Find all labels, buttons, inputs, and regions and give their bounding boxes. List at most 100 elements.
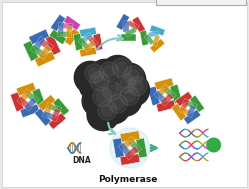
Polygon shape bbox=[73, 33, 83, 51]
Circle shape bbox=[89, 59, 121, 91]
Polygon shape bbox=[35, 51, 55, 67]
Polygon shape bbox=[83, 40, 96, 52]
Polygon shape bbox=[132, 16, 146, 33]
Polygon shape bbox=[86, 34, 98, 47]
Polygon shape bbox=[44, 102, 53, 116]
Polygon shape bbox=[178, 106, 191, 116]
Polygon shape bbox=[170, 84, 182, 104]
Polygon shape bbox=[125, 27, 137, 37]
Circle shape bbox=[79, 69, 111, 101]
Circle shape bbox=[93, 87, 112, 106]
Polygon shape bbox=[148, 31, 159, 37]
Polygon shape bbox=[171, 104, 187, 121]
Polygon shape bbox=[45, 35, 61, 55]
Circle shape bbox=[94, 76, 105, 87]
Polygon shape bbox=[163, 86, 176, 100]
Polygon shape bbox=[58, 22, 64, 34]
FancyBboxPatch shape bbox=[2, 2, 247, 187]
Circle shape bbox=[82, 85, 114, 117]
Polygon shape bbox=[42, 111, 56, 120]
FancyBboxPatch shape bbox=[156, 0, 246, 5]
Circle shape bbox=[113, 63, 146, 95]
Circle shape bbox=[102, 55, 134, 88]
Circle shape bbox=[74, 61, 107, 94]
Polygon shape bbox=[175, 91, 192, 107]
Polygon shape bbox=[150, 25, 165, 36]
Polygon shape bbox=[127, 20, 139, 30]
Polygon shape bbox=[49, 29, 67, 45]
Polygon shape bbox=[16, 82, 36, 96]
Circle shape bbox=[102, 105, 113, 116]
Polygon shape bbox=[66, 26, 72, 38]
Circle shape bbox=[117, 74, 149, 106]
Polygon shape bbox=[144, 34, 154, 45]
Polygon shape bbox=[39, 39, 54, 51]
Polygon shape bbox=[39, 45, 52, 60]
Circle shape bbox=[207, 138, 221, 152]
Polygon shape bbox=[184, 109, 201, 125]
Polygon shape bbox=[118, 143, 132, 157]
Polygon shape bbox=[180, 98, 190, 111]
Circle shape bbox=[128, 76, 147, 96]
Polygon shape bbox=[57, 31, 69, 37]
Polygon shape bbox=[51, 108, 61, 122]
Polygon shape bbox=[25, 91, 39, 104]
Polygon shape bbox=[154, 90, 167, 104]
Polygon shape bbox=[124, 21, 128, 32]
Polygon shape bbox=[189, 95, 205, 112]
Polygon shape bbox=[152, 35, 160, 46]
Polygon shape bbox=[185, 100, 198, 110]
Polygon shape bbox=[120, 131, 140, 142]
Circle shape bbox=[124, 66, 143, 85]
Circle shape bbox=[98, 92, 130, 124]
Polygon shape bbox=[80, 32, 93, 44]
Text: Polymerase: Polymerase bbox=[98, 175, 158, 184]
Polygon shape bbox=[29, 29, 49, 45]
Circle shape bbox=[103, 66, 115, 77]
Polygon shape bbox=[24, 97, 37, 111]
Polygon shape bbox=[79, 47, 97, 57]
Polygon shape bbox=[154, 78, 174, 90]
Circle shape bbox=[132, 81, 143, 92]
Circle shape bbox=[90, 72, 109, 91]
Polygon shape bbox=[150, 39, 165, 53]
Polygon shape bbox=[10, 92, 24, 112]
Polygon shape bbox=[121, 34, 136, 41]
Circle shape bbox=[112, 98, 124, 109]
Circle shape bbox=[124, 90, 135, 101]
Polygon shape bbox=[32, 88, 46, 108]
Circle shape bbox=[106, 71, 138, 103]
Circle shape bbox=[128, 70, 139, 81]
Polygon shape bbox=[120, 154, 140, 165]
Circle shape bbox=[116, 62, 127, 73]
Polygon shape bbox=[128, 139, 142, 153]
Circle shape bbox=[110, 84, 142, 116]
Polygon shape bbox=[113, 138, 124, 158]
Polygon shape bbox=[121, 136, 135, 150]
Circle shape bbox=[102, 81, 122, 101]
Polygon shape bbox=[61, 23, 73, 29]
Polygon shape bbox=[32, 36, 46, 51]
Polygon shape bbox=[186, 105, 196, 118]
Polygon shape bbox=[136, 138, 147, 158]
Polygon shape bbox=[23, 41, 39, 61]
Polygon shape bbox=[148, 86, 160, 106]
Polygon shape bbox=[48, 113, 66, 129]
Circle shape bbox=[116, 74, 135, 93]
Circle shape bbox=[108, 94, 127, 113]
Polygon shape bbox=[78, 37, 90, 50]
Circle shape bbox=[120, 77, 131, 89]
Polygon shape bbox=[79, 27, 97, 37]
Polygon shape bbox=[156, 84, 170, 97]
Polygon shape bbox=[156, 100, 176, 112]
Circle shape bbox=[112, 58, 131, 77]
Polygon shape bbox=[63, 15, 81, 31]
Text: DNA: DNA bbox=[72, 156, 91, 165]
Circle shape bbox=[106, 85, 118, 97]
Circle shape bbox=[85, 64, 104, 83]
Circle shape bbox=[89, 68, 100, 79]
Polygon shape bbox=[124, 146, 139, 160]
Polygon shape bbox=[30, 45, 45, 57]
Circle shape bbox=[87, 98, 119, 131]
Circle shape bbox=[97, 101, 117, 120]
